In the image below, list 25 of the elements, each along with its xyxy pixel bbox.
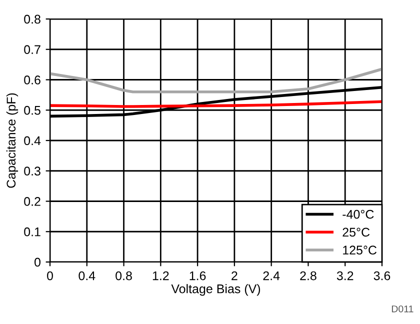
x-tick-label: 0: [47, 271, 53, 280]
x-axis-title: Voltage Bias (V): [171, 284, 260, 296]
y-tick-label: 0: [34, 258, 40, 267]
legend-label: 25°C: [342, 228, 370, 237]
y-tick-label: 0.7: [24, 45, 40, 54]
x-tick-label: 3.2: [336, 271, 354, 280]
x-tick-label: 3.6: [374, 271, 390, 280]
y-tick-label: 0.8: [24, 14, 40, 24]
y-tick-label: 0.6: [24, 76, 40, 84]
y-tick-label: 0.3: [24, 166, 40, 176]
y-tick-label: 0.4: [24, 136, 41, 146]
x-tick-label: 2: [232, 271, 238, 280]
x-tick-label: 2.4: [263, 271, 280, 280]
legend-label: 125°C: [343, 246, 377, 255]
text: D011: [392, 305, 414, 312]
legend-label: -40°C: [342, 210, 374, 219]
x-tick-label: 1.2: [152, 271, 169, 280]
y-tick-label: 0.2: [24, 197, 40, 206]
y-tick-label: 0.5: [24, 106, 40, 115]
x-tick-label: 0.8: [116, 271, 132, 280]
x-tick-label: 0.4: [78, 271, 96, 280]
x-tick-label: 1.6: [190, 271, 206, 280]
y-tick-label: 0.1: [24, 227, 40, 236]
x-tick-label: 2.8: [300, 271, 316, 280]
y-axis-title: Capacitance (pF): [6, 93, 18, 188]
